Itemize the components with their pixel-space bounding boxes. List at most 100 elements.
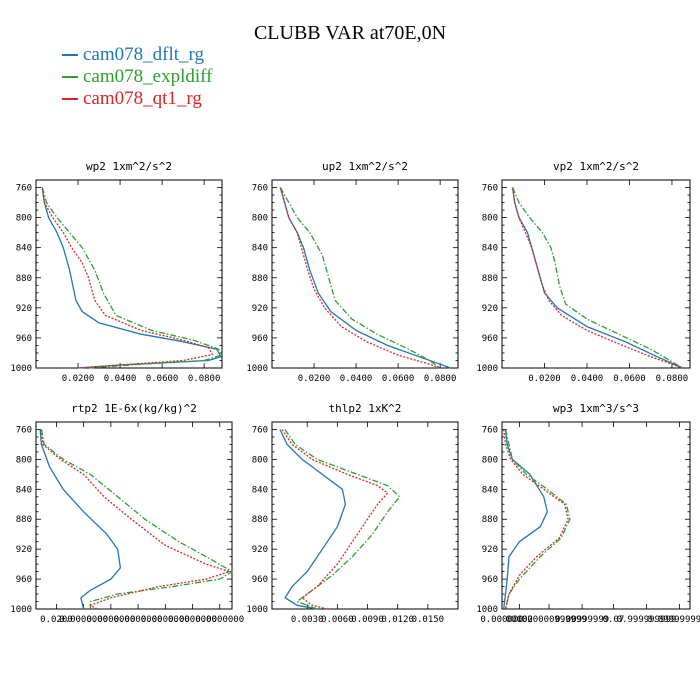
x-tick-label: 0.0030 <box>291 615 324 625</box>
y-tick-label: 1000 <box>246 605 268 615</box>
x-tick-label: 0.0999999994 <box>647 615 700 625</box>
plot-frame <box>271 421 459 610</box>
series-line-1 <box>39 429 122 610</box>
y-tick-label: 920 <box>16 304 32 314</box>
x-tick-label: 0.0060 <box>321 615 354 625</box>
x-tick-label: 0.0150 <box>412 615 445 625</box>
y-tick-label: 960 <box>16 334 32 344</box>
series-line-3 <box>503 429 569 610</box>
y-tick-label: 920 <box>482 304 498 314</box>
panel-title: wp3 1xm^3/s^3 <box>553 402 639 415</box>
y-tick-label: 960 <box>252 575 268 585</box>
y-tick-label: 800 <box>16 455 32 465</box>
plot-frame <box>501 179 691 369</box>
series-line-1 <box>503 429 548 610</box>
y-tick-label: 840 <box>252 244 268 254</box>
panel-1: wp2 1xm^2/s^2 760 800 840 880 920 960 1000 0.020… <box>10 160 223 384</box>
y-tick-label: 880 <box>482 274 498 284</box>
legend-item-dflt: cam078_dflt_rg <box>62 44 212 66</box>
y-tick-label: 760 <box>16 425 32 435</box>
plot-frame <box>35 421 233 610</box>
x-tick-label: 0.0200 <box>62 374 95 384</box>
y-tick-label: 880 <box>16 274 32 284</box>
x-tick-label: 0.0000000 <box>168 615 217 625</box>
y-tick-label: 960 <box>482 575 498 585</box>
y-tick-label: 880 <box>482 515 498 525</box>
x-tick-label: 0.0000000 <box>141 615 190 625</box>
series-line-2 <box>284 429 401 610</box>
y-tick-label: 800 <box>252 455 268 465</box>
x-tick-label: 0.0600 <box>382 374 415 384</box>
series-line-2 <box>279 187 441 369</box>
y-tick-label: 960 <box>252 334 268 344</box>
y-tick-label: 760 <box>482 184 498 194</box>
x-tick-label: 0.07 <box>603 615 625 625</box>
y-tick-label: 800 <box>482 214 498 224</box>
y-tick-label: 920 <box>252 304 268 314</box>
y-tick-label: 1000 <box>246 364 268 374</box>
legend-item-qt1: cam078_qt1_rg <box>62 88 212 110</box>
legend-swatch-dflt <box>62 54 78 56</box>
legend-swatch-qt1 <box>62 98 78 100</box>
y-tick-label: 960 <box>482 334 498 344</box>
y-tick-label: 880 <box>252 274 268 284</box>
series-line-1 <box>279 187 451 369</box>
x-tick-label: 0.0200 <box>40 615 73 625</box>
plot-frame <box>501 421 691 610</box>
series-line-3 <box>279 187 441 369</box>
y-tick-label: 800 <box>482 455 498 465</box>
x-tick-label: 0.0400 <box>571 374 604 384</box>
x-tick-label: 0.00999999 <box>555 615 609 625</box>
y-tick-label: 760 <box>252 184 268 194</box>
panel-title: wp2 1xm^2/s^2 <box>86 160 172 173</box>
panel-2: up2 1xm^2/s^2 760 800 840 880 920 960 1000 0.020… <box>246 160 459 384</box>
x-tick-label: 0.0200 <box>528 374 561 384</box>
x-tick-label: 0.0090 <box>351 615 384 625</box>
panel-5: thlp2 1xK^276080084088092096010000.00300… <box>246 402 459 625</box>
legend-label-expldiff: cam078_expldiff <box>83 66 213 87</box>
x-tick-label: 0.0400 <box>340 374 373 384</box>
legend-label-qt1: cam078_qt1_rg <box>83 88 202 109</box>
x-tick-label: 0.0400 <box>104 374 137 384</box>
legend-item-expldiff: cam078_expldiff <box>62 66 212 88</box>
y-tick-label: 800 <box>16 214 32 224</box>
x-tick-label: 0.000000999999 <box>511 615 587 625</box>
panel-title: vp2 1xm^2/s^2 <box>553 160 639 173</box>
y-tick-label: 960 <box>16 575 32 585</box>
series-line-3 <box>40 429 230 610</box>
legend-swatch-expldiff <box>62 76 78 78</box>
y-tick-label: 760 <box>252 425 268 435</box>
series-line-2 <box>504 429 571 610</box>
series-line-3 <box>41 187 214 369</box>
series-line-3 <box>511 187 683 369</box>
series-line-1 <box>41 187 222 369</box>
y-tick-label: 920 <box>16 545 32 555</box>
panel-3: vp2 1xm^2/s^2 760 800 840 880 920 960 1000 0.020… <box>476 160 691 384</box>
x-tick-label: 0.999999999 <box>617 615 677 625</box>
y-tick-label: 840 <box>482 244 498 254</box>
panel-6: wp3 1xm^3/s^376080084088092096010000.000… <box>476 402 700 625</box>
x-tick-label: 0.0600 <box>613 374 646 384</box>
y-tick-label: 920 <box>252 545 268 555</box>
x-tick-label: 0.000000 <box>480 615 523 625</box>
y-tick-label: 1000 <box>476 364 498 374</box>
series-line-2 <box>512 187 683 369</box>
x-tick-label: 0.0600 <box>146 374 179 384</box>
x-tick-label: 0.0800 <box>188 374 221 384</box>
series-line-3 <box>281 429 389 610</box>
panel-4: rtp2 1E-6x(kg/kg)^2 760 800 840 880 920 960 100… <box>10 402 244 625</box>
x-tick-label: 0.0000000 <box>195 615 244 625</box>
series-line-1 <box>511 187 683 369</box>
y-tick-label: 1000 <box>476 605 498 615</box>
y-tick-label: 920 <box>482 545 498 555</box>
panel-title: up2 1xm^2/s^2 <box>322 160 408 173</box>
panel-title: thlp2 1xK^2 <box>329 402 402 415</box>
y-tick-label: 840 <box>482 485 498 495</box>
y-tick-label: 880 <box>16 515 32 525</box>
x-tick-label: 0.0000000 <box>86 615 135 625</box>
series-line-2 <box>41 187 222 369</box>
x-tick-label: 0.002 <box>506 615 533 625</box>
x-tick-label: 0.0000000 <box>114 615 163 625</box>
x-tick-label: 0.0800 <box>656 374 689 384</box>
